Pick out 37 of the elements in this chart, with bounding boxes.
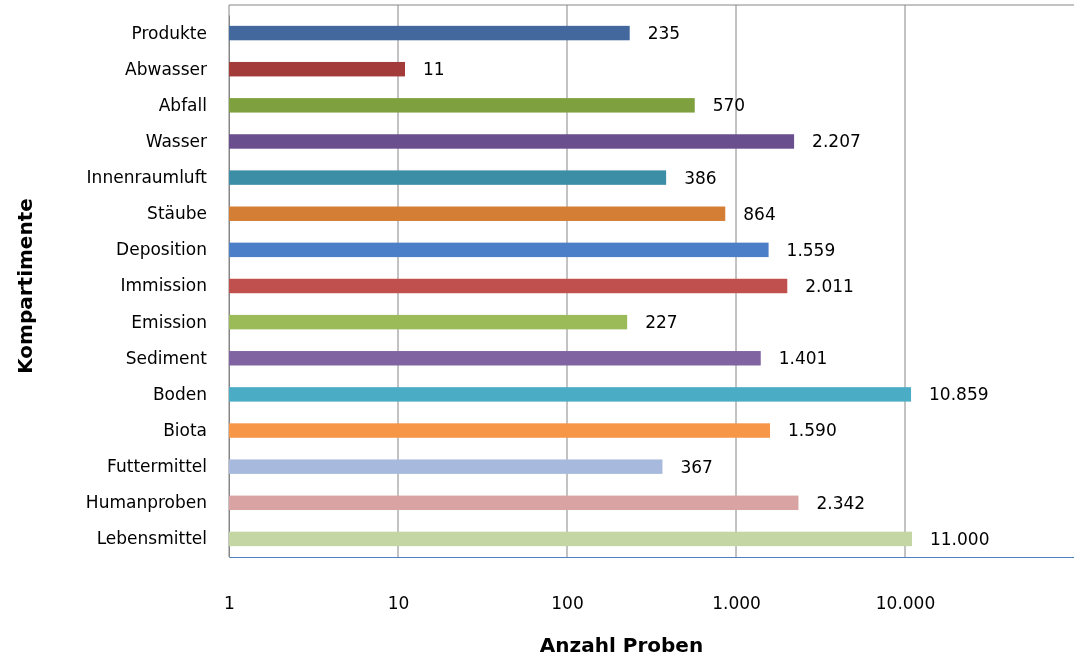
y-tick-label: Sediment <box>125 347 208 368</box>
x-axis-title: Anzahl Proben <box>539 633 704 657</box>
data-label: 386 <box>684 167 717 188</box>
data-label: 2.207 <box>812 131 861 152</box>
y-tick-label: Deposition <box>116 239 207 260</box>
x-tick-label: 1.000 <box>712 593 761 614</box>
y-tick-label: Abfall <box>158 94 207 115</box>
y-tick-label: Biota <box>163 419 207 440</box>
y-tick-label: Humanproben <box>85 492 207 513</box>
data-label: 1.559 <box>786 239 836 260</box>
y-axis-title: Kompartimente <box>13 198 37 374</box>
data-label: 1.401 <box>778 348 828 369</box>
data-label: 570 <box>712 95 746 116</box>
y-tick-label: Innenraumluft <box>86 167 208 188</box>
y-tick-label: Futtermittel <box>107 456 207 477</box>
x-tick-label: 1 <box>224 593 235 614</box>
y-tick-label: Stäube <box>147 203 207 224</box>
y-tick-label: Emission <box>131 311 207 332</box>
y-tick-label: Lebensmittel <box>96 528 207 549</box>
data-label: 2.342 <box>816 492 866 513</box>
y-tick-label: Abwasser <box>125 58 208 79</box>
x-tick-label: 10 <box>387 593 410 614</box>
data-label: 11.000 <box>930 528 990 549</box>
x-tick-label: 10.000 <box>875 593 936 614</box>
y-tick-label: Immission <box>120 275 207 296</box>
data-label: 11 <box>423 59 445 80</box>
y-tick-label: Boden <box>152 383 207 404</box>
data-label: 1.590 <box>788 420 837 441</box>
data-label: 235 <box>647 23 681 44</box>
data-label: 864 <box>743 203 776 224</box>
data-label: 10.859 <box>929 384 989 405</box>
data-label: 2.011 <box>805 275 854 296</box>
x-tick-label: 100 <box>551 593 584 614</box>
data-label: 367 <box>680 456 713 477</box>
y-tick-label: Wasser <box>145 130 207 151</box>
data-label: 227 <box>645 312 678 333</box>
y-tick-label: Produkte <box>131 22 207 43</box>
